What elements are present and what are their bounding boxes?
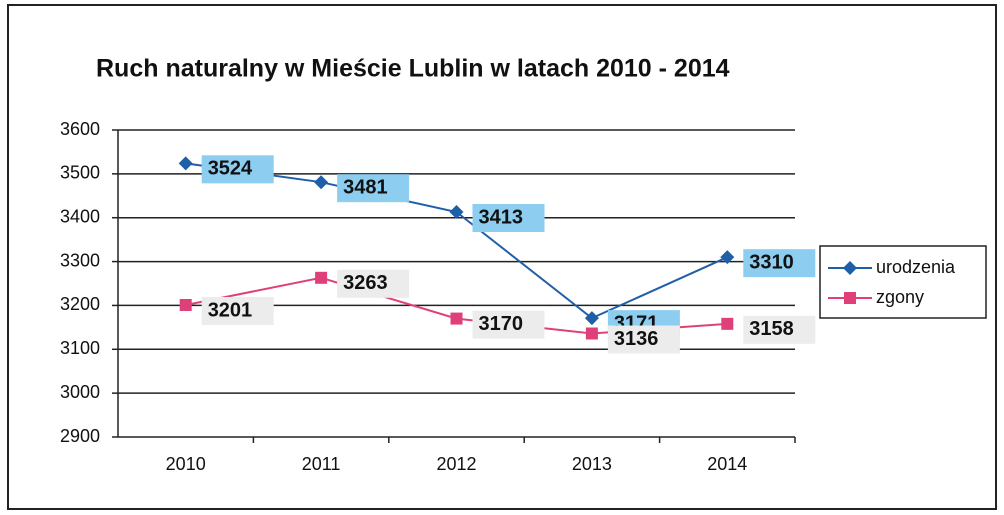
marker xyxy=(315,271,328,284)
data-label: 3481 xyxy=(343,176,388,198)
marker xyxy=(314,175,329,190)
data-label: 3524 xyxy=(208,158,253,180)
data-label-bg xyxy=(472,204,545,233)
marker xyxy=(450,312,463,325)
legend-label: urodzenia xyxy=(876,257,956,277)
data-label-bg xyxy=(743,315,816,344)
data-label: 3413 xyxy=(479,206,524,228)
legend-label: zgony xyxy=(876,287,924,307)
data-label-bg xyxy=(337,174,410,203)
data-label-bg xyxy=(201,296,274,325)
data-label: 3158 xyxy=(749,318,794,340)
y-tick-label: 3500 xyxy=(60,163,100,183)
x-tick-label: 2011 xyxy=(302,454,341,474)
x-tick-label: 2014 xyxy=(707,454,747,474)
data-label: 3136 xyxy=(614,328,659,350)
chart-title: Ruch naturalny w Mieście Lublin w latach… xyxy=(96,55,730,83)
data-label-bg xyxy=(607,325,680,354)
marker xyxy=(720,250,735,265)
y-tick-label: 3200 xyxy=(60,294,100,314)
marker xyxy=(843,261,857,275)
marker xyxy=(721,317,734,330)
y-tick-label: 3100 xyxy=(60,338,100,358)
marker xyxy=(178,156,193,171)
marker xyxy=(585,327,598,340)
y-tick-label: 2900 xyxy=(60,426,100,446)
y-tick-label: 3000 xyxy=(60,382,100,402)
x-tick-label: 2013 xyxy=(572,454,612,474)
data-label-bg xyxy=(337,269,410,298)
y-tick-label: 3600 xyxy=(60,119,100,139)
data-label: 3310 xyxy=(749,251,794,273)
legend-box xyxy=(819,245,987,319)
x-tick-label: 2010 xyxy=(166,454,206,474)
data-label-bg xyxy=(472,310,545,339)
marker xyxy=(584,311,599,326)
data-label: 3170 xyxy=(479,313,524,335)
data-label: 3263 xyxy=(343,272,388,294)
x-tick-label: 2012 xyxy=(436,454,476,474)
data-label-bg xyxy=(201,155,274,184)
data-label: 3201 xyxy=(208,299,253,321)
y-tick-label: 3300 xyxy=(60,250,100,270)
marker xyxy=(844,292,856,304)
data-label-bg xyxy=(743,249,816,278)
y-tick-label: 3400 xyxy=(60,206,100,226)
marker xyxy=(449,205,464,220)
marker xyxy=(179,298,192,311)
